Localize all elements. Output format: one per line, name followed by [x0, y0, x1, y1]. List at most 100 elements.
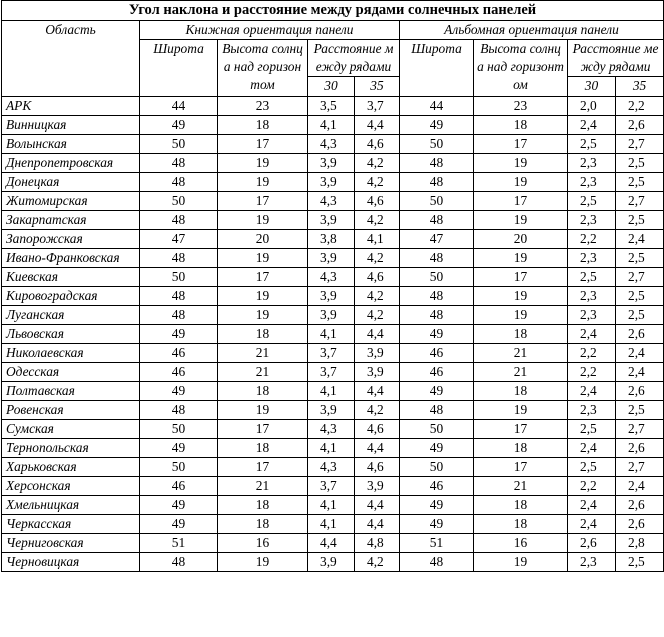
distance-30-cell-2: 2,4: [567, 514, 616, 534]
distance-30-cell-2: 2,2: [567, 343, 616, 363]
distance-35-cell: 4,8: [354, 533, 400, 553]
distance-header-2: Расстояние между рядами: [566, 39, 664, 77]
sun-height-cell-2: 21: [473, 476, 568, 496]
table-row: Закарпатская 48 19 3,9 4,2 48 19 2,3 2,5: [1, 210, 664, 230]
latitude-cell-2: 48: [399, 286, 474, 306]
distance-30-cell-2: 2,2: [567, 362, 616, 382]
sun-height-cell-2: 19: [473, 305, 568, 325]
region-cell: Ровенская: [1, 400, 140, 420]
distance-35-cell-2: 2,4: [614, 343, 664, 363]
region-cell: Черкасская: [1, 514, 140, 534]
latitude-cell: 50: [139, 134, 218, 154]
distance-30-cell: 4,4: [307, 533, 355, 553]
region-header: Область: [1, 20, 140, 97]
distance-35-cell-2: 2,7: [614, 267, 664, 287]
latitude-cell: 50: [139, 457, 218, 477]
region-cell: Черновицкая: [1, 552, 140, 572]
table-row: Черкасская 49 18 4,1 4,4 49 18 2,4 2,6: [1, 514, 664, 534]
latitude-cell: 48: [139, 210, 218, 230]
distance-30-cell-2: 2,5: [567, 191, 616, 211]
distance-30-cell: 4,1: [307, 115, 355, 135]
sun-height-cell: 19: [217, 305, 308, 325]
region-cell: Житомирская: [1, 191, 140, 211]
distance-35-cell-2: 2,4: [614, 229, 664, 249]
sun-height-cell: 19: [217, 400, 308, 420]
distance-35-cell-2: 2,6: [614, 115, 664, 135]
table-row: Черниговская 51 16 4,4 4,8 51 16 2,6 2,8: [1, 533, 664, 553]
distance-35-cell-2: 2,4: [614, 362, 664, 382]
distance-35-cell-2: 2,7: [614, 457, 664, 477]
latitude-cell: 49: [139, 438, 218, 458]
region-cell: Тернопольская: [1, 438, 140, 458]
table-row: Львовская 49 18 4,1 4,4 49 18 2,4 2,6: [1, 324, 664, 344]
sun-height-cell: 20: [217, 229, 308, 249]
region-cell: Черниговская: [1, 533, 140, 553]
sun-height-cell-2: 19: [473, 286, 568, 306]
latitude-cell-2: 48: [399, 552, 474, 572]
distance-35-cell: 4,6: [354, 419, 400, 439]
distance-30-cell: 3,9: [307, 248, 355, 268]
distance-35-cell: 3,9: [354, 362, 400, 382]
latitude-cell-2: 48: [399, 153, 474, 173]
distance-35-cell: 4,4: [354, 438, 400, 458]
latitude-cell-2: 44: [399, 96, 474, 116]
sun-height-cell: 19: [217, 248, 308, 268]
sun-height-header-2: Высота солнца над горизонтом: [473, 39, 568, 97]
latitude-cell: 48: [139, 305, 218, 325]
latitude-cell: 44: [139, 96, 218, 116]
distance-35-cell-2: 2,6: [614, 381, 664, 401]
latitude-cell-2: 49: [399, 438, 474, 458]
distance-30-cell-2: 2,3: [567, 305, 616, 325]
sun-height-cell: 19: [217, 153, 308, 173]
table-row: Сумская 50 17 4,3 4,6 50 17 2,5 2,7: [1, 419, 664, 439]
sun-height-cell-2: 17: [473, 419, 568, 439]
sun-height-cell: 17: [217, 267, 308, 287]
distance-30-cell: 4,3: [307, 134, 355, 154]
distance-30-cell-2: 2,4: [567, 115, 616, 135]
distance-30-cell-2: 2,3: [567, 400, 616, 420]
angle-30-header: 30: [307, 76, 355, 97]
sun-height-cell-2: 17: [473, 457, 568, 477]
table-row: Винницкая 49 18 4,1 4,4 49 18 2,4 2,6: [1, 115, 664, 135]
table-row: Николаевская 46 21 3,7 3,9 46 21 2,2 2,4: [1, 343, 664, 363]
distance-35-cell: 4,2: [354, 248, 400, 268]
distance-30-cell-2: 2,3: [567, 172, 616, 192]
latitude-cell-2: 48: [399, 210, 474, 230]
distance-30-cell-2: 2,3: [567, 248, 616, 268]
portrait-header: Книжная ориентация панели: [139, 20, 400, 40]
table-row: Харьковская 50 17 4,3 4,6 50 17 2,5 2,7: [1, 457, 664, 477]
sun-height-cell: 19: [217, 210, 308, 230]
sun-height-cell: 18: [217, 324, 308, 344]
distance-30-cell: 4,3: [307, 457, 355, 477]
sun-height-cell: 18: [217, 115, 308, 135]
table-row: Хмельницкая 49 18 4,1 4,4 49 18 2,4 2,6: [1, 495, 664, 515]
latitude-cell: 48: [139, 400, 218, 420]
distance-35-cell: 4,4: [354, 324, 400, 344]
distance-35-cell-2: 2,2: [614, 96, 664, 116]
distance-35-cell-2: 2,6: [614, 324, 664, 344]
table-row: Кировоградская 48 19 3,9 4,2 48 19 2,3 2,5: [1, 286, 664, 306]
sun-height-cell-2: 18: [473, 514, 568, 534]
landscape-header: Альбомная ориентация панели: [398, 20, 664, 40]
distance-header: Расстояние между рядами: [307, 39, 400, 77]
distance-30-cell-2: 2,4: [567, 438, 616, 458]
latitude-cell: 49: [139, 115, 218, 135]
sun-height-cell: 21: [217, 362, 308, 382]
distance-35-cell-2: 2,5: [614, 172, 664, 192]
region-cell: Сумская: [1, 419, 140, 439]
angle-35-header-2: 35: [614, 76, 664, 97]
distance-35-cell-2: 2,5: [614, 552, 664, 572]
distance-30-cell-2: 2,3: [567, 552, 616, 572]
latitude-cell-2: 49: [399, 115, 474, 135]
region-cell: Полтавская: [1, 381, 140, 401]
distance-30-cell: 4,3: [307, 267, 355, 287]
distance-30-cell: 3,7: [307, 343, 355, 363]
table-row: Одесская 46 21 3,7 3,9 46 21 2,2 2,4: [1, 362, 664, 382]
sun-height-cell: 17: [217, 457, 308, 477]
latitude-cell-2: 46: [399, 362, 474, 382]
distance-30-cell-2: 2,2: [567, 476, 616, 496]
latitude-cell: 49: [139, 495, 218, 515]
latitude-cell: 50: [139, 267, 218, 287]
table-body: АРК 44 23 3,5 3,7 44 23 2,0 2,2 Винницкая 49 18 4,1 4…: [1, 96, 664, 572]
region-cell: Донецкая: [1, 172, 140, 192]
